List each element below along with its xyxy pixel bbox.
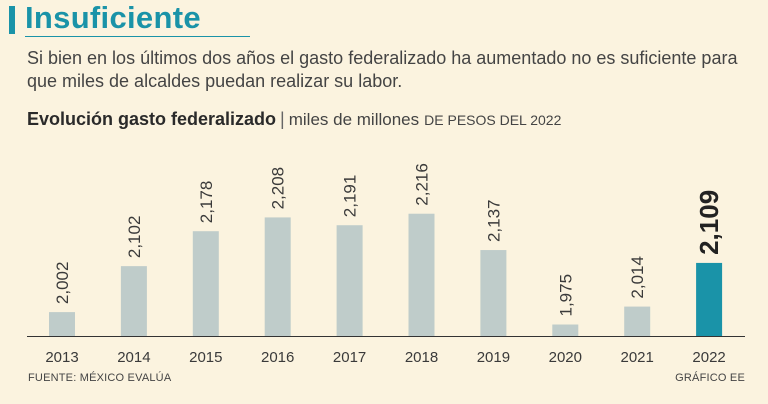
value-label-2021: 2,014 (628, 256, 647, 299)
bar-2016 (264, 217, 291, 336)
value-label-2014: 2,102 (125, 216, 144, 259)
chart-unit: miles de millones (288, 110, 420, 129)
x-tick-2021: 2021 (621, 349, 654, 366)
title-accent-bar (9, 6, 15, 34)
x-tick-2019: 2019 (477, 349, 510, 366)
bar-2015 (192, 231, 219, 336)
x-tick-2015: 2015 (189, 349, 222, 366)
value-label-2015: 2,178 (197, 181, 216, 224)
x-tick-2022: 2022 (692, 349, 725, 366)
x-tick-2016: 2016 (261, 349, 294, 366)
chart-heading: Evolución gasto federalizado | miles de mi… (27, 109, 561, 130)
x-tick-2020: 2020 (549, 349, 582, 366)
bar-2018 (408, 213, 435, 336)
value-label-2013: 2,002 (53, 262, 72, 305)
x-tick-2018: 2018 (405, 349, 438, 366)
bar-2022 (696, 262, 723, 336)
subtitle: Si bien en los últimos dos años el gasto… (27, 48, 738, 91)
value-label-2017: 2,191 (341, 175, 360, 218)
x-tick-2014: 2014 (117, 349, 150, 366)
bar-2017 (336, 225, 363, 336)
value-label-2019: 2,137 (484, 199, 503, 242)
bar-2021 (624, 306, 651, 336)
page-title: Insuficiente (25, 0, 201, 35)
title-underline (25, 36, 250, 37)
credit-note: GRÁFICO EE (675, 372, 745, 384)
x-tick-2017: 2017 (333, 349, 366, 366)
bar-2019 (480, 250, 507, 336)
value-label-2020: 1,975 (556, 274, 575, 317)
chart-heading-separator: | (280, 109, 285, 129)
value-label-2018: 2,216 (413, 163, 432, 206)
value-label-2022: 2,109 (694, 190, 724, 255)
chart-title: Evolución gasto federalizado (27, 109, 277, 129)
source-note: FUENTE: MÉXICO EVALÚA (28, 372, 172, 384)
bar-2020 (552, 324, 579, 336)
chart-unit-caps: DE PESOS DEL 2022 (424, 112, 562, 128)
bar-2014 (120, 266, 147, 336)
bar-2013 (49, 312, 75, 336)
value-label-2016: 2,208 (269, 167, 288, 210)
x-tick-2013: 2013 (45, 349, 78, 366)
